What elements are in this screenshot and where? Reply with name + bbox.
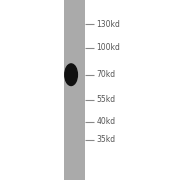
Text: 100kd: 100kd (96, 43, 120, 52)
Text: 130kd: 130kd (96, 20, 120, 29)
Text: 55kd: 55kd (96, 95, 115, 104)
Text: 40kd: 40kd (96, 117, 115, 126)
Ellipse shape (65, 64, 77, 86)
Text: 35kd: 35kd (96, 135, 115, 144)
Text: 70kd: 70kd (96, 70, 115, 79)
Bar (64, 0, 85, 180)
